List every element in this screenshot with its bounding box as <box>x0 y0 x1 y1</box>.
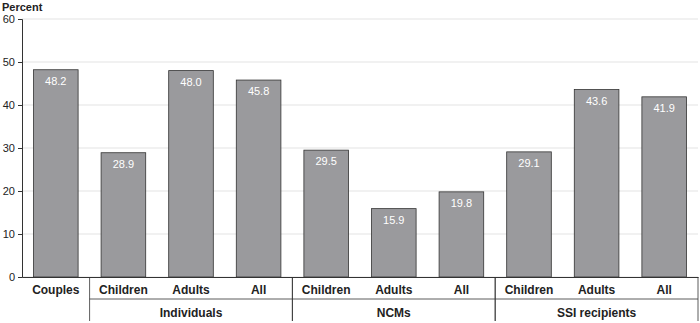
tick-mark <box>18 62 22 63</box>
tick-mark <box>18 234 22 235</box>
tick: 20 <box>3 185 22 197</box>
tick: All <box>454 283 469 297</box>
data-label: 29.1 <box>518 157 539 169</box>
tick: Couples <box>32 283 80 297</box>
grid <box>22 19 698 277</box>
tick-label: Children <box>505 283 554 297</box>
data-label: 48.2 <box>45 75 66 87</box>
data-label: 29.5 <box>315 155 336 167</box>
tick: 50 <box>3 56 22 68</box>
y-axis: 0 10 20 30 40 50 60 <box>3 13 23 283</box>
grid-line <box>22 19 698 20</box>
bar <box>169 71 214 277</box>
bar <box>304 150 349 277</box>
bar <box>507 152 552 277</box>
axis-line <box>23 277 699 278</box>
group-label: NCMs <box>377 306 411 320</box>
data-label: 43.6 <box>586 95 607 107</box>
tick: Adults <box>578 283 616 297</box>
tick: 0 <box>9 271 22 283</box>
tick-mark <box>18 105 22 106</box>
tick-mark <box>18 191 22 192</box>
tick: Children <box>302 283 351 297</box>
group-bracket <box>495 299 698 300</box>
group-label: Individuals <box>160 306 223 320</box>
tick-label: Children <box>302 283 351 297</box>
tick-label: All <box>251 283 266 297</box>
tick-mark <box>18 148 22 149</box>
tick-label: Children <box>99 283 148 297</box>
tick: 60 <box>3 13 22 25</box>
tick-label: 20 <box>3 185 15 197</box>
tick: 30 <box>3 142 22 154</box>
group-label: SSI recipients <box>557 306 637 320</box>
bar <box>439 192 484 277</box>
data-label: 45.8 <box>248 85 269 97</box>
grid-line <box>22 62 698 63</box>
bar <box>101 153 146 277</box>
tick: 40 <box>3 99 22 111</box>
tick: Children <box>505 283 554 297</box>
data-label: 41.9 <box>653 102 674 114</box>
group-bracket <box>292 299 495 300</box>
tick-label: Adults <box>578 283 616 297</box>
tick: 10 <box>3 228 22 240</box>
axis-line <box>18 20 23 278</box>
tick-label: 60 <box>3 13 15 25</box>
tick-label: 40 <box>3 99 15 111</box>
tick: All <box>657 283 672 297</box>
tick-label: Couples <box>32 283 80 297</box>
tick: Adults <box>375 283 413 297</box>
bar <box>33 70 78 277</box>
data-label: 28.9 <box>113 158 134 170</box>
tick: Adults <box>172 283 210 297</box>
tick-label: 30 <box>3 142 15 154</box>
chart: 48.2 28.9 48.0 45.8 29.5 15.9 19.8 29.1 43.6 41.9… <box>0 0 700 323</box>
bar <box>371 209 416 277</box>
data-label: 19.8 <box>451 197 472 209</box>
bar <box>642 97 687 277</box>
data-label: 48.0 <box>180 76 201 88</box>
tick: All <box>251 283 266 297</box>
tick-label: 10 <box>3 228 15 240</box>
tick-label: All <box>454 283 469 297</box>
tick-mark <box>18 277 22 278</box>
bar <box>236 80 281 277</box>
tick-mark <box>18 19 22 20</box>
tick-label: Adults <box>172 283 210 297</box>
tick-label: Adults <box>375 283 413 297</box>
x-axis: Couples Children Adults All Children Adults Al… <box>23 278 699 297</box>
tick-label: 50 <box>3 56 15 68</box>
group-bracket <box>90 299 293 300</box>
bars <box>33 70 686 277</box>
tick: Children <box>99 283 148 297</box>
tick-label: All <box>657 283 672 297</box>
bar <box>574 90 619 277</box>
group-labels: Individuals NCMs SSI recipients <box>90 277 698 321</box>
y-axis-title: Percent <box>2 1 43 13</box>
data-labels: 48.2 28.9 48.0 45.8 29.5 15.9 19.8 29.1 43.6 41.9 <box>45 75 675 226</box>
tick-label: 0 <box>9 271 15 283</box>
data-label: 15.9 <box>383 214 404 226</box>
plot: 48.2 28.9 48.0 45.8 29.5 15.9 19.8 29.1 43.6 41.9… <box>3 13 699 321</box>
